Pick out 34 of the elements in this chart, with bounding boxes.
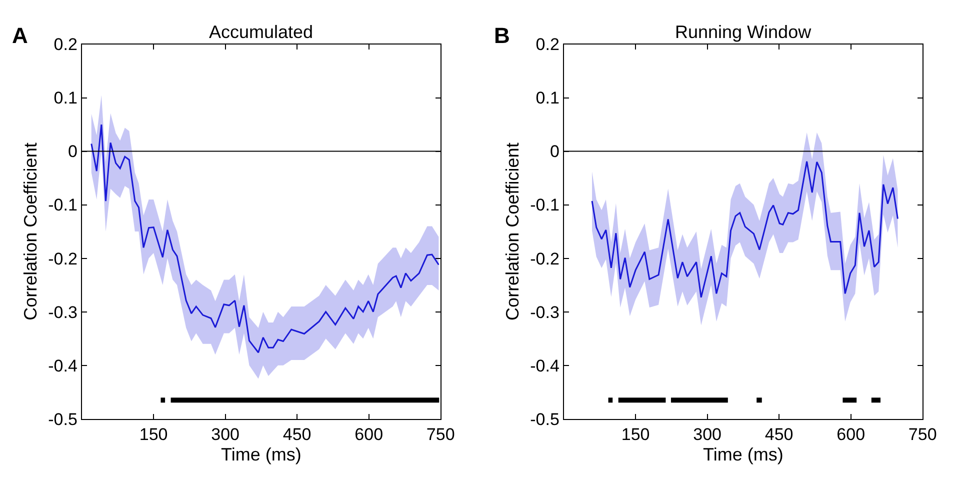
x-tick-label: 150 — [621, 425, 650, 444]
y-tick-label: -0.1 — [530, 196, 560, 215]
chart-title: Accumulated — [209, 22, 314, 42]
y-tick-label: 0.2 — [54, 35, 78, 54]
chart-title: Running Window — [675, 22, 812, 42]
x-axis-title: Time (ms) — [221, 444, 302, 464]
text: B — [494, 23, 510, 48]
y-tick-label: -0.5 — [48, 410, 78, 429]
y-tick-label: -0.1 — [48, 196, 78, 215]
x-tick-label: 600 — [836, 425, 866, 444]
y-tick-label: -0.2 — [48, 249, 78, 268]
y-tick-label: -0.4 — [48, 356, 78, 376]
x-tick-label: 750 — [426, 425, 455, 444]
x-tick-label: 450 — [764, 425, 794, 444]
y-tick-label: -0.3 — [530, 302, 560, 322]
y-axis-title: Correlation Coefficient — [502, 142, 522, 320]
text: A — [12, 23, 28, 48]
x-tick-label: 600 — [354, 425, 384, 444]
y-tick-label: -0.5 — [530, 410, 560, 429]
y-tick-label: 0.1 — [536, 88, 560, 108]
x-tick-label: 300 — [693, 425, 722, 444]
y-axis-title: Correlation Coefficient — [20, 142, 40, 320]
x-tick-label: 300 — [211, 425, 240, 444]
x-tick-label: 750 — [908, 425, 937, 444]
y-tick-label: 0 — [68, 142, 78, 162]
y-tick-label: 0.1 — [54, 88, 78, 108]
x-tick-label: 450 — [282, 425, 312, 444]
y-tick-label: 0.2 — [536, 35, 560, 54]
x-tick-label: 150 — [139, 425, 168, 444]
y-tick-label: 0 — [550, 142, 560, 162]
y-tick-label: -0.4 — [530, 356, 560, 376]
x-axis-title: Time (ms) — [703, 444, 784, 464]
y-tick-label: -0.2 — [530, 249, 560, 268]
y-tick-label: -0.3 — [48, 302, 78, 322]
